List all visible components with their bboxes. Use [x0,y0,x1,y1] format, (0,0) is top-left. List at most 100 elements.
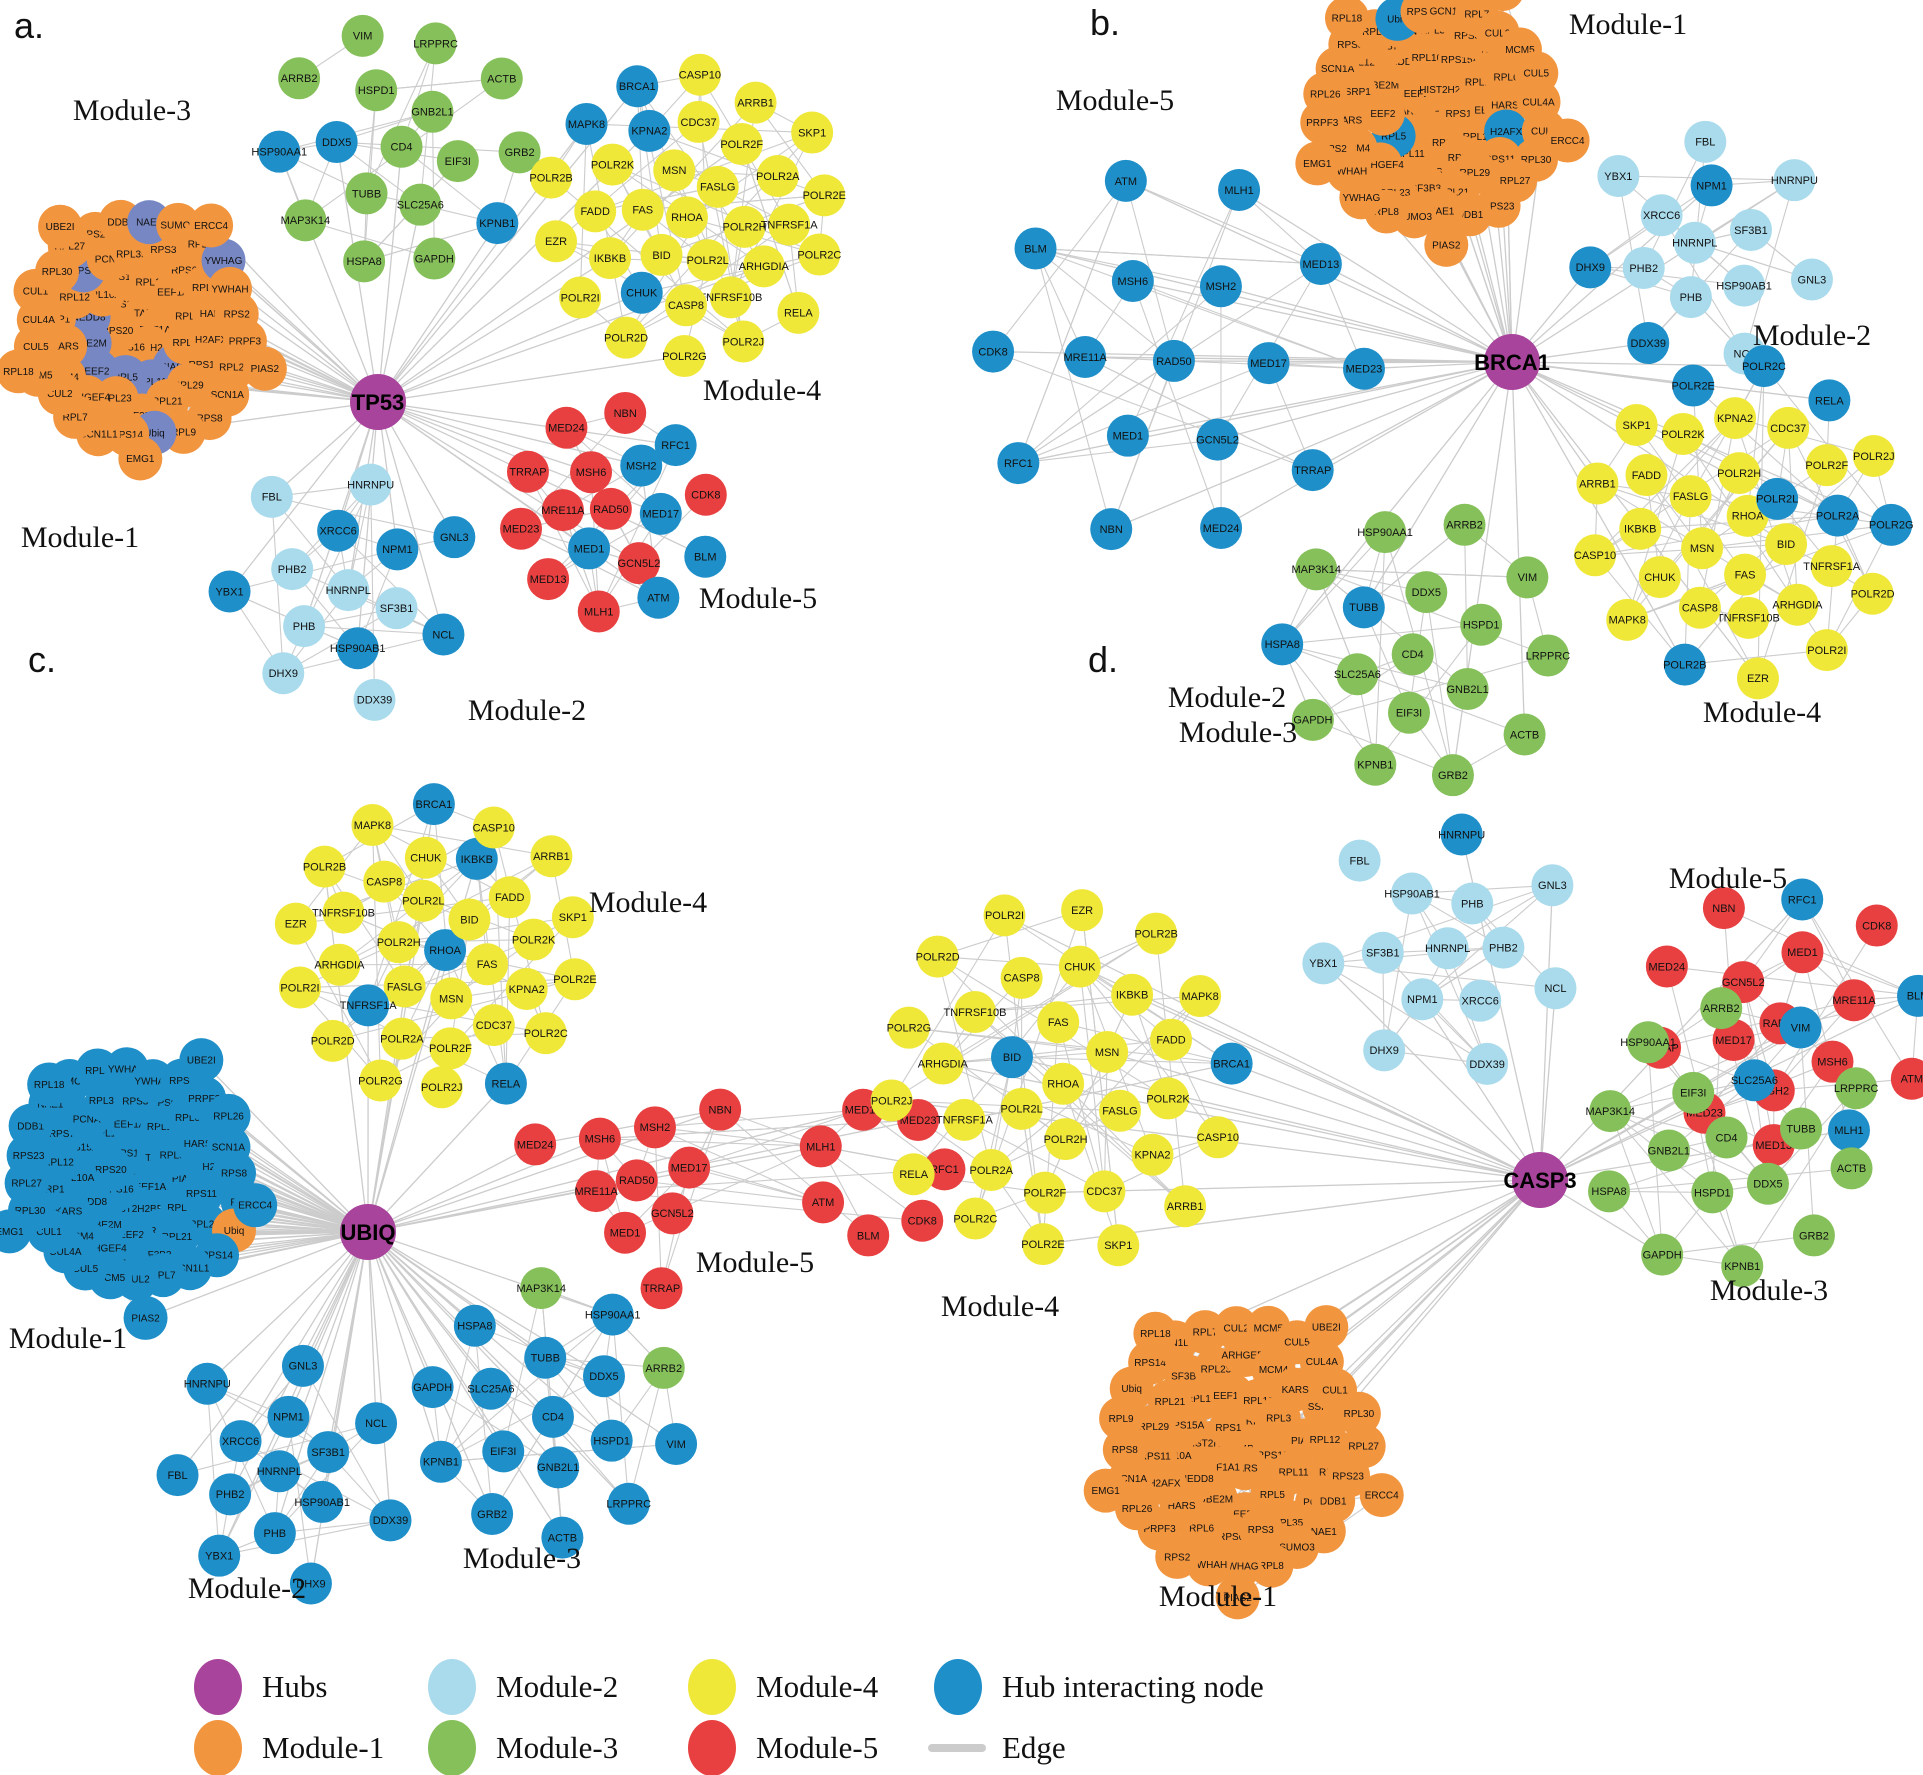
svg-text:CASP8: CASP8 [366,876,402,888]
edge [1057,1022,1105,1192]
svg-text:HNRNPL: HNRNPL [326,585,371,597]
node-MRE11A: MRE11A [1832,979,1876,1022]
svg-text:MSN: MSN [1095,1047,1120,1059]
node-POLR2H: POLR2H [723,205,767,248]
svg-text:LRPPRC: LRPPRC [606,1499,651,1511]
node-FAS: FAS [621,188,664,231]
hub-edge [377,204,421,403]
node-MED1: MED1 [604,1211,647,1254]
svg-text:GAPDH: GAPDH [1293,715,1332,727]
svg-text:RAD50: RAD50 [619,1175,654,1187]
edge [1425,592,1454,776]
node-HSP90AB1: HSP90AB1 [294,1480,350,1523]
svg-text:MSH6: MSH6 [1817,1057,1848,1069]
node-TRRAP: TRRAP [640,1267,683,1310]
svg-text:RPL35A: RPL35A [1420,26,1458,37]
svg-text:EEF2: EEF2 [1370,109,1395,120]
node-MED23: MED23 [1342,347,1385,390]
svg-text:CUL2: CUL2 [1485,28,1511,39]
node-POLR2D: POLR2D [604,316,648,359]
node-RFC1: RFC1 [1781,878,1824,921]
node-UBE2I: UBE2I [38,204,83,249]
svg-text:EEF1A2: EEF1A2 [157,288,195,299]
svg-text:CUL1: CUL1 [23,286,49,297]
node-MSH6: MSH6 [1111,259,1154,302]
svg-text:RPS3: RPS3 [122,1096,149,1107]
panel-letter-c: c. [28,639,56,680]
node-HSP90AB1: HSP90AB1 [1384,872,1440,915]
node-HSPA8: HSPA8 [453,1304,496,1347]
svg-text:DHX9: DHX9 [296,1578,325,1590]
svg-text:Module-3: Module-3 [496,1730,618,1765]
svg-text:HSP90AB1: HSP90AB1 [294,1497,350,1509]
node-CASP8: CASP8 [363,860,406,903]
svg-text:RPS14: RPS14 [201,1251,233,1262]
svg-text:DDX39: DDX39 [1469,1059,1504,1071]
hub-edge [310,1231,369,1584]
svg-text:CUL2: CUL2 [124,1274,150,1285]
svg-text:GNB2L1: GNB2L1 [1648,1145,1690,1157]
svg-text:MSN: MSN [439,993,464,1005]
hub-edge [1539,885,1554,1181]
svg-text:KARS: KARS [1335,115,1363,126]
svg-text:NEDD8: NEDD8 [1180,1474,1214,1485]
svg-text:HSPD1: HSPD1 [358,85,395,97]
svg-text:TARS: TARS [1232,1464,1258,1475]
svg-text:RAD50: RAD50 [1156,356,1191,368]
svg-text:ARHGDIA: ARHGDIA [739,261,790,273]
svg-text:ATM: ATM [647,593,669,605]
svg-text:RPL6: RPL6 [192,283,217,294]
svg-text:POLR2H: POLR2H [1717,468,1761,480]
svg-text:Hub interacting node: Hub interacting node [1002,1669,1264,1704]
svg-text:UBIQ: UBIQ [341,1220,396,1245]
node-CHUK: CHUK [1058,945,1101,988]
svg-text:PIAS2: PIAS2 [251,364,280,375]
edge [1662,1234,1814,1256]
edge [964,1119,1105,1192]
edge [937,956,992,1171]
svg-text:XRCC6: XRCC6 [222,1436,259,1448]
node-HSP90AA1: HSP90AA1 [251,130,307,173]
node-MSH6: MSH6 [578,1117,621,1160]
svg-text:SLC25A6: SLC25A6 [1731,1075,1778,1087]
node-GRB2: GRB2 [471,1493,514,1536]
svg-text:VIM: VIM [666,1439,686,1451]
svg-text:UBE2I: UBE2I [187,1056,216,1067]
svg-text:RPL26: RPL26 [1122,1504,1153,1515]
svg-text:CUL5: CUL5 [1524,69,1550,80]
edge [1374,532,1386,765]
edge [440,1314,614,1463]
svg-text:FBL: FBL [1350,855,1370,867]
svg-text:SSRP1: SSRP1 [1338,87,1371,98]
svg-text:RPS13: RPS13 [1257,1451,1289,1462]
svg-text:SLC25A6: SLC25A6 [1334,669,1381,681]
svg-text:RPS13: RPS13 [113,1148,145,1159]
svg-text:NCL: NCL [1544,983,1566,995]
edge [1034,248,1112,530]
svg-text:HSP90AB1: HSP90AB1 [1384,888,1440,900]
svg-text:RPS23: RPS23 [1483,201,1515,212]
svg-text:POLR2K: POLR2K [1146,1093,1190,1105]
node-POLR2G: POLR2G [887,1006,931,1049]
svg-text:PHB2: PHB2 [1489,942,1518,954]
svg-text:RHOA: RHOA [429,945,461,957]
svg-text:GNL3: GNL3 [289,1361,318,1373]
svg-text:NCL: NCL [365,1418,387,1430]
svg-text:GNL3: GNL3 [1798,274,1827,286]
node-TNFRSF1A: TNFRSF1A [761,203,818,246]
node-FASLG: FASLG [1099,1089,1142,1132]
node-HSPD1: HSPD1 [590,1419,633,1462]
node-XRCC6: XRCC6 [317,509,360,552]
hub-UBIQ: UBIQ [340,1204,396,1260]
node-CHUK: CHUK [620,271,663,314]
node-KPNA2: KPNA2 [1131,1133,1174,1176]
svg-text:PHB2: PHB2 [216,1489,245,1501]
svg-text:Module-1: Module-1 [262,1730,384,1765]
node-CDC37: CDC37 [677,100,720,143]
svg-text:ARRB2: ARRB2 [1703,1003,1740,1015]
svg-text:HSP90AA1: HSP90AA1 [251,147,307,159]
svg-text:RPS8: RPS8 [221,1169,248,1180]
node-FADD: FADD [574,190,617,233]
svg-text:MLH1: MLH1 [806,1141,835,1153]
node-FAS: FAS [466,943,509,986]
